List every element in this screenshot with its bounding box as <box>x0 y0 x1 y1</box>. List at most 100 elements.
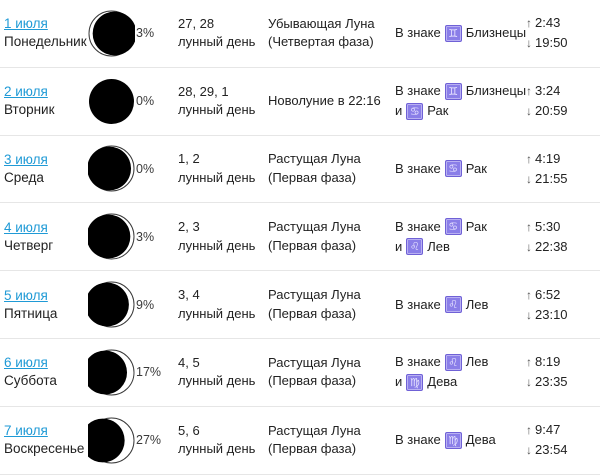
moonrise-row: ↑ 2:43 <box>526 13 560 33</box>
gemini-icon: ♊ <box>444 24 462 42</box>
table-row: 4 июля Четверг 3% 2, 3 лунный день Растущая … <box>0 203 600 272</box>
date-link[interactable]: 5 июля <box>4 287 48 303</box>
zodiac-glyph: ♊ <box>448 84 459 98</box>
phase-name: Растущая Луна <box>268 219 361 235</box>
weekday-label: Понедельник <box>4 34 87 50</box>
zodiac-glyph: ♍ <box>448 433 459 447</box>
zodiac-name: Близнецы <box>465 25 527 41</box>
phase-name: Растущая Луна <box>268 354 361 370</box>
phase-cell: Растущая Луна (Первая фаза) <box>268 422 395 459</box>
illumination-percent: 17% <box>136 365 162 380</box>
moon-phase-icon <box>88 145 135 192</box>
arrow-down-icon: ↓ <box>526 171 532 186</box>
phase-cell: Новолуние в 22:16 <box>268 68 395 135</box>
moonrise-row: ↑ 3:24 <box>526 81 560 101</box>
lunar-day-cell: 2, 3 лунный день <box>178 218 268 255</box>
zodiac-line: В знаке ♍ Дева <box>395 430 520 450</box>
date-link[interactable]: 4 июля <box>4 219 48 235</box>
zodiac-glyph: ♌ <box>448 298 459 312</box>
arrow-up-icon: ↑ <box>526 84 532 99</box>
moon-phase-cell: 27% <box>86 417 178 464</box>
cancer-icon: ♋ <box>406 102 424 120</box>
leo-icon: ♌ <box>444 353 462 371</box>
arrow-down-icon: ↓ <box>526 104 532 119</box>
moonset-time: 22:38 <box>535 238 568 254</box>
moonrise-time: 3:24 <box>535 83 561 99</box>
lunar-day-label: лунный день <box>178 102 256 118</box>
date-link[interactable]: 2 июля <box>4 84 48 100</box>
zodiac-name: Лев <box>465 296 489 312</box>
zodiac-cell: В знаке ♍ Дева <box>395 430 520 450</box>
arrow-up-icon: ↑ <box>526 287 532 302</box>
illumination-percent: 27% <box>136 433 162 448</box>
moonrise-row: ↑ 8:19 <box>526 352 560 372</box>
phase-name: Растущая Луна <box>268 287 361 303</box>
zodiac-prefix: В знаке <box>395 83 441 99</box>
zodiac-name: Близнецы <box>465 83 527 99</box>
zodiac-cell: В знаке ♋ Рак <box>395 159 520 179</box>
zodiac-line: В знаке ♌ Лев <box>395 352 520 372</box>
date-link[interactable]: 7 июля <box>4 423 48 439</box>
date-link[interactable]: 3 июля <box>4 151 48 167</box>
illumination-percent: 3% <box>136 229 155 244</box>
phase-detail: (Первая фаза) <box>268 373 357 389</box>
lunar-day-label: лунный день <box>178 305 256 321</box>
zodiac-prefix: и <box>395 103 403 119</box>
zodiac-cell: В знаке ♌ Лев <box>395 295 520 315</box>
phase-cell: Убывающая Луна (Четвертая фаза) <box>268 15 395 52</box>
date-cell: 5 июля Пятница <box>0 287 86 323</box>
lunar-day-numbers: 28, 29, 1 <box>178 83 229 99</box>
zodiac-line: и ♋ Рак <box>395 101 520 121</box>
rise-set-cell: ↑ 9:47 ↓ 23:54 <box>520 420 600 460</box>
moonrise-time: 9:47 <box>535 422 561 438</box>
gemini-icon: ♊ <box>444 82 462 100</box>
zodiac-prefix: В знаке <box>395 354 441 370</box>
moon-phase-icon <box>88 78 135 125</box>
illumination-percent: 3% <box>136 26 155 41</box>
zodiac-line: В знаке ♌ Лев <box>395 295 520 315</box>
zodiac-glyph: ♋ <box>448 162 459 176</box>
zodiac-line: В знаке ♊ Близнецы <box>395 23 526 43</box>
moonset-time: 21:55 <box>535 170 568 186</box>
phase-name: Убывающая Луна <box>268 15 375 31</box>
moon-phase-icon <box>88 10 135 57</box>
zodiac-prefix: В знаке <box>395 218 441 234</box>
arrow-up-icon: ↑ <box>526 16 532 31</box>
arrow-up-icon: ↑ <box>526 355 532 370</box>
moonrise-time: 4:19 <box>535 150 561 166</box>
phase-detail: (Первая фаза) <box>268 237 357 253</box>
table-row: 7 июля Воскресенье 27% 5, 6 лунный день Раст… <box>0 407 600 475</box>
rise-set-cell: ↑ 6:52 ↓ 23:10 <box>520 285 600 325</box>
phase-name: Растущая Луна <box>268 151 361 167</box>
moonset-row: ↓ 19:50 <box>526 33 568 53</box>
moonset-row: ↓ 21:55 <box>526 169 568 189</box>
zodiac-name: Рак <box>465 218 487 234</box>
table-row: 3 июля Среда 0% 1, 2 лунный день Растущая Лу… <box>0 136 600 204</box>
lunar-day-cell: 27, 28 лунный день <box>178 15 268 52</box>
arrow-down-icon: ↓ <box>526 375 532 390</box>
date-cell: 6 июля Суббота <box>0 354 86 390</box>
leo-icon: ♌ <box>444 296 462 314</box>
arrow-up-icon: ↑ <box>526 423 532 438</box>
date-link[interactable]: 6 июля <box>4 355 48 371</box>
zodiac-glyph: ♊ <box>448 26 459 40</box>
moonrise-row: ↑ 9:47 <box>526 420 560 440</box>
moonset-time: 23:10 <box>535 306 568 322</box>
weekday-label: Вторник <box>4 102 55 118</box>
lunar-day-numbers: 2, 3 <box>178 219 200 235</box>
moonrise-row: ↑ 4:19 <box>526 149 560 169</box>
phase-detail: (Первая фаза) <box>268 169 357 185</box>
zodiac-line: В знаке ♊ Близнецы <box>395 81 526 101</box>
arrow-up-icon: ↑ <box>526 151 532 166</box>
zodiac-prefix: В знаке <box>395 25 441 41</box>
moon-phase-icon <box>88 213 135 260</box>
moon-phase-icon <box>88 349 135 396</box>
phase-cell: Растущая Луна (Первая фаза) <box>268 218 395 255</box>
moonset-row: ↓ 23:54 <box>526 440 568 460</box>
zodiac-name: Дева <box>465 432 496 448</box>
zodiac-glyph: ♌ <box>409 240 420 254</box>
date-link[interactable]: 1 июля <box>4 16 48 32</box>
moonrise-time: 6:52 <box>535 286 561 302</box>
phase-name: Новолуние в 22:16 <box>268 92 381 108</box>
rise-set-cell: ↑ 8:19 ↓ 23:35 <box>520 352 600 392</box>
